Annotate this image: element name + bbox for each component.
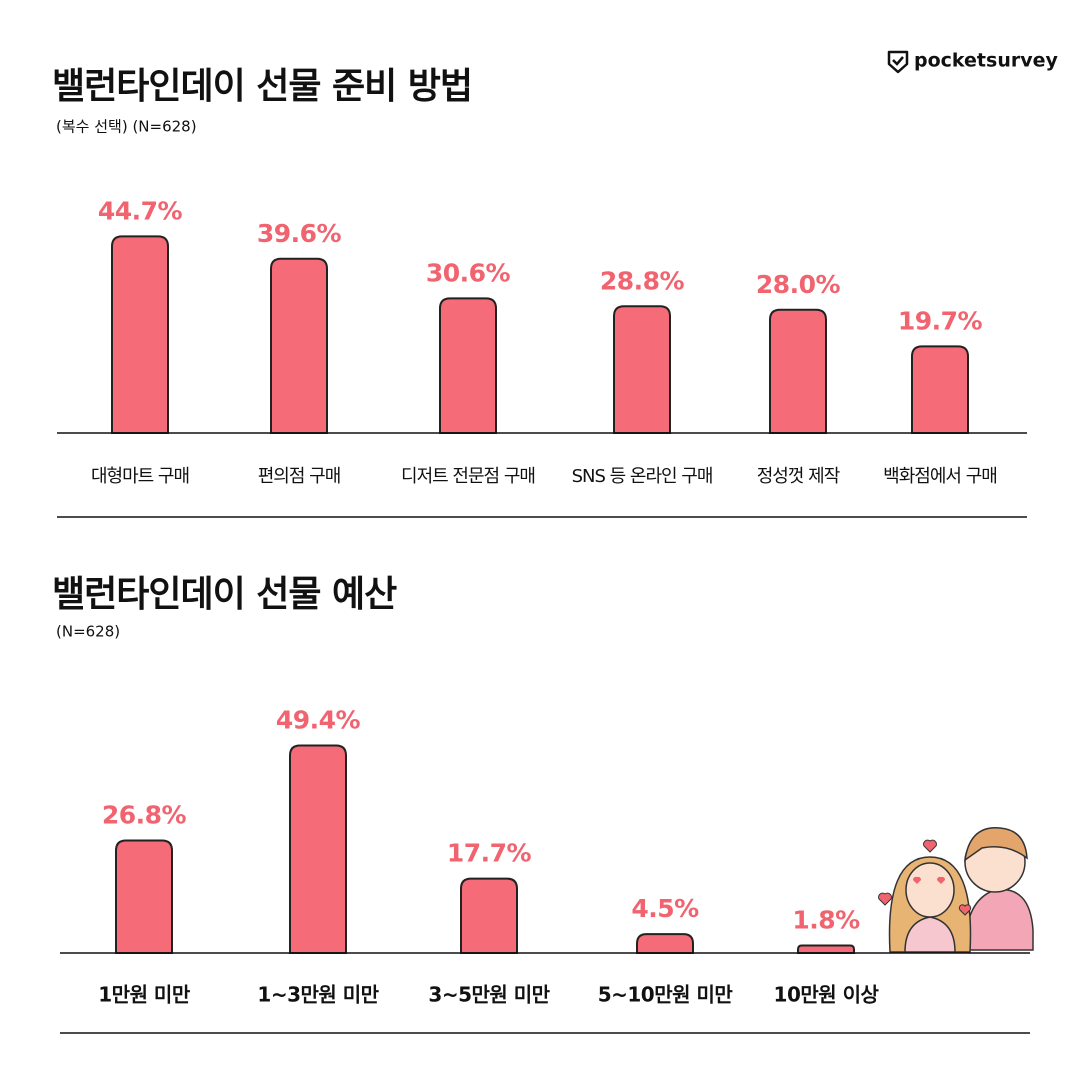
bar <box>911 345 969 434</box>
x-tick-label: 편의점 구매 <box>258 466 341 487</box>
bar <box>613 305 671 434</box>
girl-face <box>905 862 955 918</box>
x-tick-label: 1만원 미만 <box>98 983 191 1007</box>
couple-illustration <box>878 827 1034 953</box>
value-label: 28.0% <box>756 270 841 299</box>
x-tick-label: 백화점에서 구매 <box>883 466 997 487</box>
bar <box>111 235 169 434</box>
brand-logo: pocketsurvey <box>887 50 1058 74</box>
chart-title: 밸런타인데이 선물 예산 <box>52 574 397 615</box>
bar <box>115 839 173 954</box>
heart-eyes <box>912 876 946 884</box>
chart-subtitle: (복수 선택) (N=628) <box>56 118 197 136</box>
value-label: 39.6% <box>257 219 342 248</box>
logo-check <box>892 56 904 66</box>
logo-icon <box>887 50 909 74</box>
x-tick-label: SNS 등 온라인 구매 <box>572 466 713 487</box>
value-label: 28.8% <box>600 266 685 295</box>
bar <box>270 257 328 434</box>
value-label: 17.7% <box>447 839 532 868</box>
bar <box>460 877 518 954</box>
x-tick-label: 10만원 이상 <box>774 983 880 1007</box>
x-tick-label: 3~5만원 미만 <box>428 983 550 1007</box>
chart-title: 밸런타인데이 선물 준비 방법 <box>52 66 472 107</box>
value-label: 4.5% <box>631 894 699 923</box>
x-tick-label: 디저트 전문점 구매 <box>401 466 535 487</box>
x-tick-label: 정성껏 제작 <box>757 466 840 487</box>
value-label: 30.6% <box>426 258 511 287</box>
value-label: 44.7% <box>98 196 183 225</box>
value-label: 1.8% <box>792 905 860 934</box>
value-label: 19.7% <box>898 306 983 335</box>
bar <box>636 933 694 954</box>
chart-subtitle: (N=628) <box>56 623 120 641</box>
bar <box>797 944 855 954</box>
bar <box>289 744 347 954</box>
value-label: 49.4% <box>276 706 361 735</box>
bar <box>769 308 827 434</box>
boy-hair <box>964 827 1028 862</box>
x-tick-label: 대형마트 구매 <box>91 466 189 487</box>
brand-name: pocketsurvey <box>914 50 1058 72</box>
bar <box>439 297 497 434</box>
x-tick-label: 5~10만원 미만 <box>598 983 734 1007</box>
x-tick-label: 1~3만원 미만 <box>257 983 379 1007</box>
hearts <box>878 839 972 916</box>
value-label: 26.8% <box>102 800 187 829</box>
